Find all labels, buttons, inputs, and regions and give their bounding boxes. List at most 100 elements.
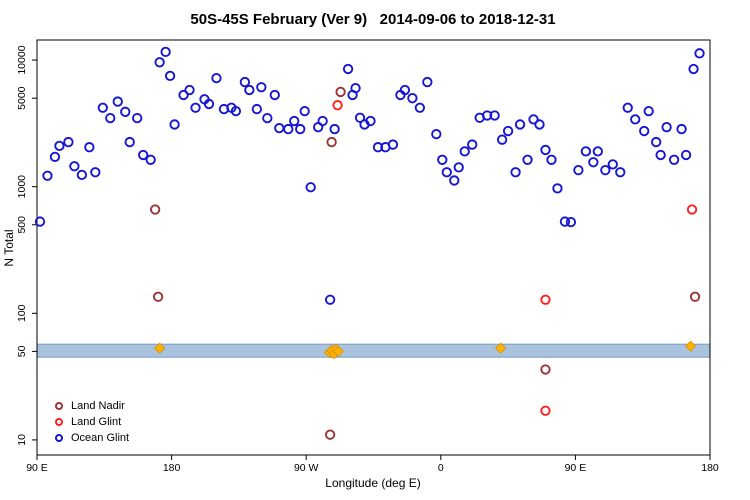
ocean-glint-point [676,123,687,135]
ocean-glint-point [588,157,599,168]
ocean-glint-point [120,106,131,117]
ocean-glint-point [365,115,376,127]
ocean-glint-point [76,169,88,180]
ocean-glint-point [467,139,478,150]
ocean-glint-point [422,76,433,88]
band-markers-point [332,345,344,357]
ocean-glint-point [437,154,448,165]
ocean-glint-point [239,76,251,88]
ocean-glint-point [350,82,361,94]
ocean-glint-point [269,89,280,101]
ocean-glint-point [655,149,666,161]
ocean-glint-point [34,216,46,227]
ocean-glint-point [680,149,692,161]
ocean-glint-point [552,183,563,194]
ocean-glint-point [630,114,641,125]
land-glint-point [540,294,551,305]
ocean-glint-point [510,167,521,178]
ocean-glint-point [251,103,262,115]
land-nadir-point [540,364,551,375]
land-glint-point [686,204,698,215]
ocean-glint-point [528,114,539,125]
ocean-glint-point [42,170,53,181]
ocean-glint-point [615,167,626,178]
x-tick-label: 0 [438,462,444,474]
ocean-glint-point [105,112,116,124]
ocean-glint-point [84,142,95,153]
legend-label: Ocean Glint [71,431,130,444]
ocean-glint-point [178,89,189,101]
y-tick-label: 1000 [16,175,28,199]
x-tick-label: 90 E [565,462,587,474]
ocean-glint-point [274,122,285,134]
ocean-glint-point [580,146,592,157]
legend-item-land-glint: Land Glint [55,415,129,428]
ocean-glint-point [342,63,354,75]
ocean-glint-point [688,63,699,75]
ocean-glint-point [49,151,61,162]
ocean-glint-point [453,162,464,173]
ocean-glint-point [262,112,273,124]
y-tick-label: 50 [16,345,28,357]
ocean-glint-point [54,140,65,152]
ocean-glint-point [295,123,306,135]
x-tick-label: 90 W [294,462,319,474]
land-nadir-point [324,429,336,440]
ocean-glint-point [132,112,143,124]
ocean-glint-point [607,159,618,170]
ocean-glint-point [534,119,545,130]
legend-item-land-nadir: Land Nadir [55,399,129,412]
land-glint-point [540,405,551,416]
ocean-glint-point [546,154,557,165]
land-nadir-point [149,204,161,215]
ocean-glint-point [164,70,176,82]
ocean-glint-point [211,72,222,84]
ocean-glint-point [145,154,156,165]
ocean-glint-point [496,134,508,145]
ocean-glint-point [514,119,526,130]
ocean-glint-point [622,102,633,113]
y-tick-label: 5000 [16,86,28,110]
ocean-glint-point [399,84,411,96]
x-tick-label: 90 E [26,462,48,474]
legend: Land Nadir Land Glint Ocean Glint [55,399,129,444]
ocean-glint-point [651,136,662,148]
legend-item-ocean-glint: Ocean Glint [55,431,129,444]
ocean-glint-point [431,128,442,140]
ocean-glint-point [203,98,215,110]
x-tick-label: 180 [163,462,181,474]
ocean-glint-point [256,82,267,93]
ocean-glint-point [559,216,571,227]
y-tick-label: 100 [16,304,28,322]
ocean-glint-point [90,167,101,178]
plot-border [36,39,711,456]
ocean-glint-point [138,149,149,161]
y-tick-label: 500 [16,216,28,234]
land-glint-marker-icon [55,417,63,426]
land-nadir-point [335,86,346,98]
x-tick-label: 180 [701,462,719,474]
ocean-glint-point [184,84,195,96]
ocean-glint-point [69,161,80,172]
ocean-glint-point [230,105,242,117]
ocean-glint-point [63,136,74,148]
land-glint-point [332,100,343,111]
ocean-glint-point [324,294,336,305]
band-markers-point [154,342,166,354]
ocean-glint-point [573,165,584,176]
ocean-glint-point [592,146,603,157]
ocean-glint-point [329,123,340,135]
highlight-band [36,343,711,358]
band-markers-point [495,342,507,354]
ocean-glint-point [112,96,123,107]
ocean-glint-point [502,125,514,137]
ocean-glint-point [299,105,310,117]
ocean-glint-point [643,105,654,117]
ocean-glint-point [414,102,426,113]
ocean-glint-point [661,122,672,133]
land-nadir-point [689,291,701,302]
land-nadir-marker-icon [55,401,63,410]
ocean-glint-point [441,167,452,178]
ocean-glint-point [407,93,418,104]
